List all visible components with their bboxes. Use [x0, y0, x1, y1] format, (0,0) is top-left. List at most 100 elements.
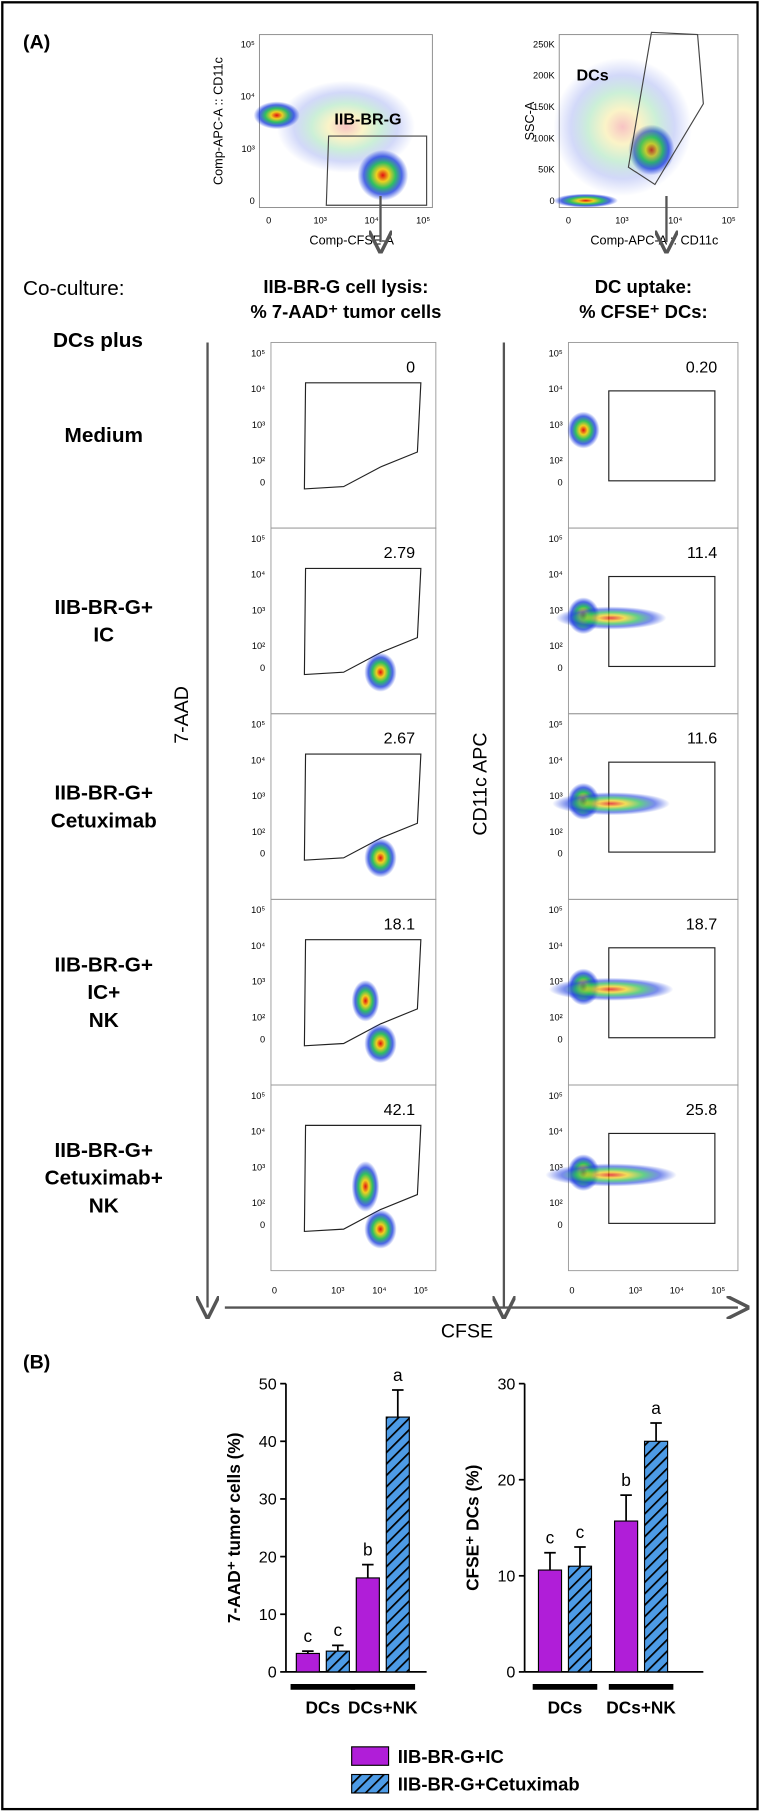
y-tick-label: 50	[259, 1375, 277, 1393]
flow-y-tick: 10³	[549, 420, 562, 430]
flow-y-tick: 10²	[549, 456, 562, 466]
y-tick-label: 50K	[538, 165, 555, 175]
x-tick-label: DCs	[548, 1697, 583, 1717]
significance-letter: c	[334, 1620, 343, 1640]
column-title: % 7-AAD⁺ tumor cells	[250, 301, 441, 322]
flow-y-tick: 10⁴	[251, 384, 265, 394]
row-label: IC+	[87, 981, 120, 1004]
x-tick-label: 10⁴	[668, 216, 682, 226]
flow-y-tick: 10⁴	[548, 570, 562, 580]
x-tick-label: 10³	[313, 216, 326, 226]
row-label: Cetuximab	[51, 809, 157, 832]
bar	[385, 1416, 410, 1673]
y-tick-label: 150K	[533, 102, 555, 112]
gate-percent: 18.7	[686, 915, 717, 933]
cell-population	[351, 1161, 380, 1212]
significance-letter: a	[393, 1365, 403, 1385]
y-tick-label: 20	[259, 1548, 277, 1566]
flow-y-tick: 10³	[252, 977, 265, 987]
significance-letter: c	[304, 1626, 313, 1646]
significance-letter: a	[651, 1398, 661, 1418]
y-tick-label: 200K	[533, 71, 555, 81]
flow-y-tick: 10³	[252, 605, 265, 615]
flow-y-tick: 0	[558, 477, 563, 487]
flow-y-tick: 10⁴	[548, 941, 562, 951]
flow-y-tick: 10³	[252, 791, 265, 801]
row-label: IIB-BR-G+	[54, 953, 153, 976]
flow-y-tick: 0	[558, 849, 563, 859]
gate	[303, 382, 422, 490]
row-label: NK	[89, 1194, 119, 1217]
gate	[325, 135, 428, 206]
flow-y-tick: 10²	[549, 1198, 562, 1208]
axis-label: CD11c APC	[470, 733, 492, 836]
flow-y-tick: 10⁵	[549, 720, 563, 730]
gate-percent: 25.8	[686, 1101, 717, 1119]
significance-letter: c	[576, 1522, 585, 1542]
gate-percent: 0	[406, 358, 415, 376]
flow-y-tick: 10³	[549, 977, 562, 987]
flow-y-tick: 10²	[549, 827, 562, 837]
flow-y-tick: 10²	[252, 1198, 265, 1208]
gate	[608, 390, 716, 482]
legend-label: IIB-BR-G+IC	[398, 1746, 504, 1767]
significance-letter: b	[621, 1470, 631, 1490]
cell-population	[276, 80, 416, 173]
x-tick-label: 0	[566, 216, 571, 226]
error-bar	[332, 1644, 344, 1652]
legend-swatch	[351, 1773, 390, 1794]
flow-y-tick: 10⁵	[251, 720, 265, 730]
column-title: % CFSE⁺ DCs:	[579, 301, 708, 322]
flow-y-tick: 10³	[549, 791, 562, 801]
y-tick-label: 40	[259, 1433, 277, 1451]
x-tick-label: 10⁵	[722, 216, 736, 226]
flow-y-tick: 0	[260, 1034, 265, 1044]
row-label: Medium	[65, 424, 143, 447]
row-label: Cetuximab+	[45, 1167, 163, 1190]
y-tick-label: 10	[497, 1568, 515, 1586]
flow-y-tick: 0	[260, 849, 265, 859]
bar	[537, 1569, 563, 1673]
gate-label: DCs	[577, 67, 609, 85]
y-tick-label: 30	[497, 1375, 515, 1393]
gate	[303, 753, 422, 861]
cell-population	[364, 1209, 397, 1249]
gate	[303, 567, 422, 676]
flow-y-tick: 10⁴	[251, 755, 265, 765]
y-axis-label: 7-AAD⁺ tumor cells (%)	[224, 1432, 244, 1623]
flow-y-tick: 10³	[549, 1162, 562, 1172]
legend-swatch	[351, 1746, 390, 1766]
bar	[355, 1577, 380, 1673]
error-bar	[650, 1422, 662, 1442]
flow-y-tick: 10⁵	[251, 534, 265, 544]
x-tick-label: 0	[266, 216, 271, 226]
cell-population	[545, 1163, 677, 1187]
row-subheader: DCs plus	[53, 329, 143, 352]
x-tick-label: DCs+NK	[606, 1697, 676, 1717]
gate	[627, 31, 704, 186]
row-header: Co-culture:	[23, 277, 124, 300]
flow-x-tick: 10³	[629, 1286, 642, 1296]
flow-y-tick: 10²	[549, 641, 562, 651]
error-bar	[362, 1563, 374, 1578]
flow-y-tick: 0	[558, 663, 563, 673]
flow-y-tick: 10³	[549, 605, 562, 615]
flow-y-tick: 10⁵	[549, 1091, 563, 1101]
significance-letter: b	[363, 1539, 373, 1559]
y-tick-label: 10	[259, 1606, 277, 1624]
gate-percent: 11.4	[687, 544, 717, 562]
flow-y-tick: 10⁵	[251, 1091, 265, 1101]
flow-y-tick: 0	[260, 1220, 265, 1230]
cell-population	[555, 606, 667, 630]
flow-y-tick: 10²	[252, 641, 265, 651]
gate-percent: 18.1	[384, 915, 415, 933]
x-tick-label: 10⁴	[365, 216, 379, 226]
y-tick-label: 10³	[241, 144, 254, 154]
flow-x-tick: 0	[569, 1286, 574, 1296]
y-tick-label: 10⁴	[241, 92, 255, 102]
row-label: NK	[89, 1009, 119, 1032]
cell-population	[364, 652, 397, 692]
flow-x-tick: 10⁴	[670, 1286, 684, 1296]
y-tick-label: 20	[497, 1471, 515, 1489]
